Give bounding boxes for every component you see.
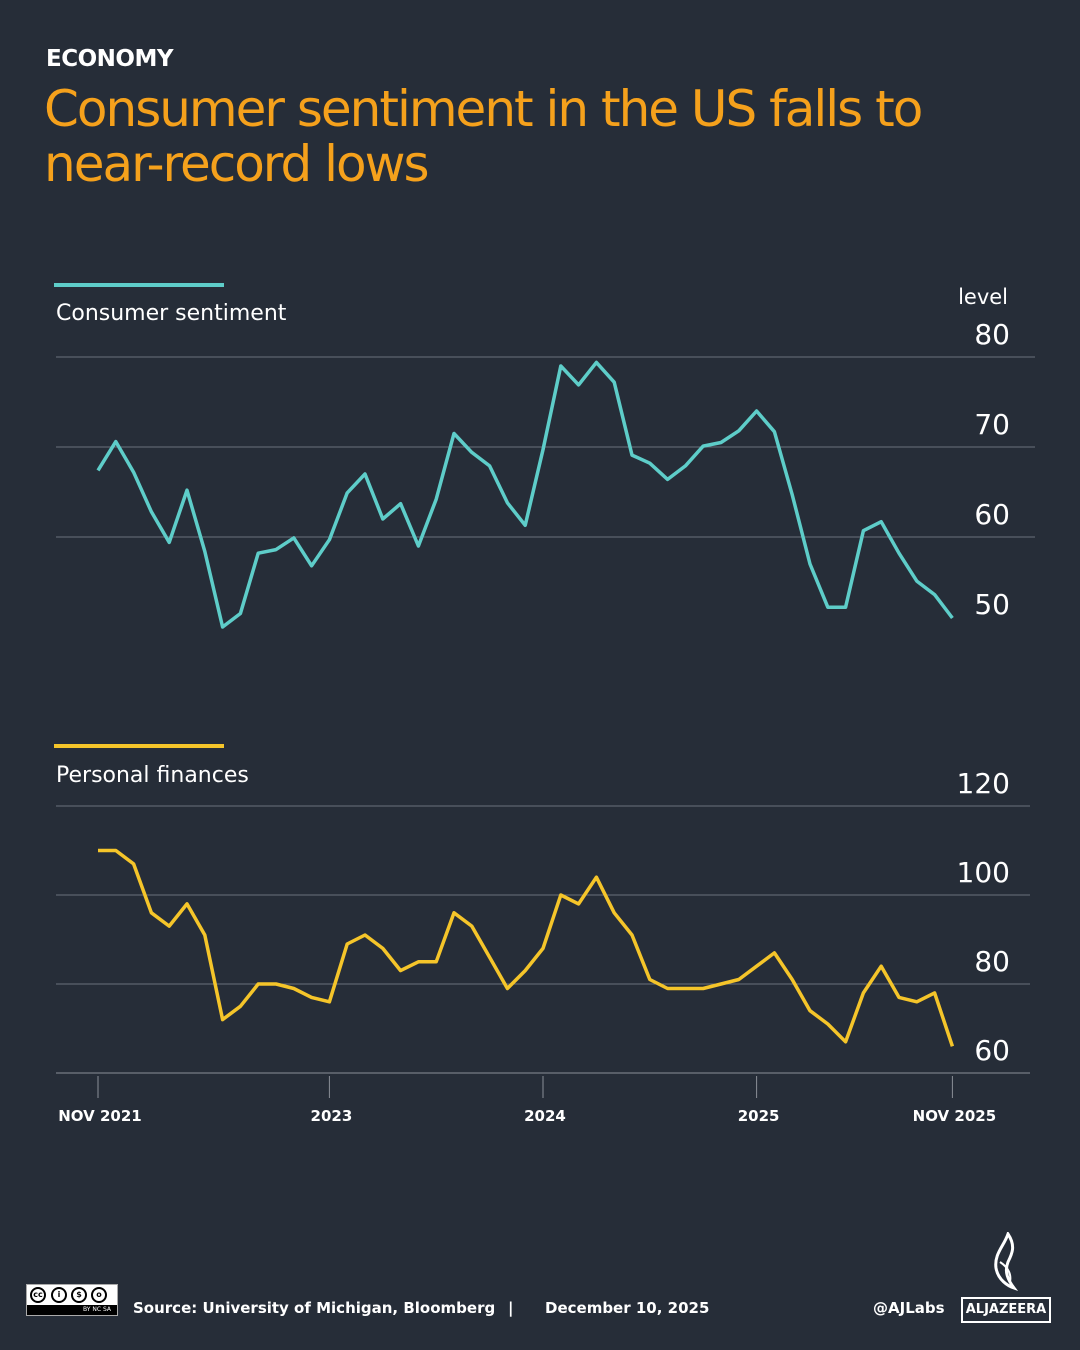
series-line-0 (96, 360, 954, 629)
x-tick-label: 2023 (311, 1107, 353, 1125)
source-text: Source: University of Michigan, Bloomber… (133, 1299, 496, 1317)
headline: Consumer sentiment in the US falls to ne… (44, 80, 923, 193)
license-text: BY NC SA (27, 1305, 117, 1315)
y-axis-label: level (958, 285, 1008, 309)
x-tick-label: 2024 (524, 1107, 566, 1125)
chart-title-1: Personal finances (56, 763, 249, 788)
chart-title-0: Consumer sentiment (56, 301, 287, 326)
publish-date: December 10, 2025 (545, 1299, 710, 1317)
y-tick-label: 60 (974, 1034, 1010, 1067)
x-tick-label: 2025 (738, 1107, 780, 1125)
y-tick-label: 60 (974, 498, 1010, 531)
x-tick-label: NOV 2025 (913, 1107, 996, 1125)
aljazeera-brand: ALJAZEERA (961, 1297, 1051, 1323)
creative-commons-badge: cc i $ o BY NC SA (26, 1284, 118, 1316)
y-tick-label: 70 (974, 408, 1010, 441)
y-tick-label: 80 (974, 318, 1010, 351)
y-tick-label: 100 (957, 856, 1010, 889)
y-tick-label: 80 (974, 945, 1010, 978)
y-tick-label: 50 (974, 588, 1010, 621)
y-tick-label: 120 (957, 767, 1010, 800)
series-line-1 (98, 848, 955, 1047)
section-kicker: ECONOMY (46, 46, 174, 72)
ajlabs-handle: @AJLabs (873, 1299, 945, 1317)
aljazeera-logo-icon (994, 1232, 1019, 1291)
x-tick-label: NOV 2021 (58, 1107, 141, 1125)
footer-separator: | (508, 1299, 514, 1317)
